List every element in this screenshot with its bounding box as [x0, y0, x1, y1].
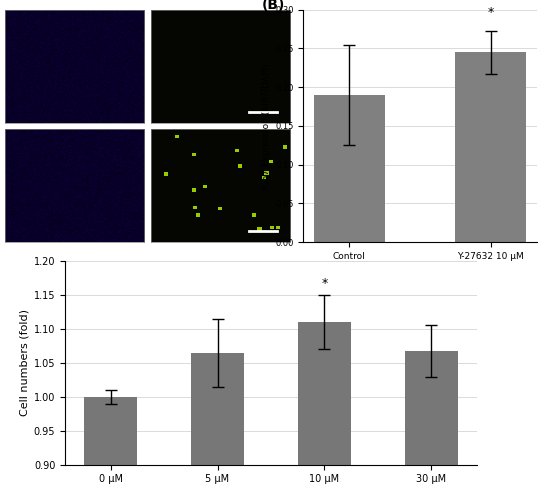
Y-axis label: Cell numbers (fold): Cell numbers (fold) — [20, 309, 30, 417]
Bar — [84, 397, 137, 484]
Text: *: * — [321, 277, 327, 290]
Y-axis label: Ki67 Expression (Ki67/DAPI): Ki67 Expression (Ki67/DAPI) — [262, 63, 271, 189]
Bar — [455, 52, 526, 242]
Bar — [298, 322, 351, 484]
Text: (B): (B) — [261, 0, 285, 12]
Bar — [405, 351, 458, 484]
Bar — [314, 95, 385, 242]
Text: *: * — [487, 6, 494, 19]
Bar — [191, 353, 244, 484]
